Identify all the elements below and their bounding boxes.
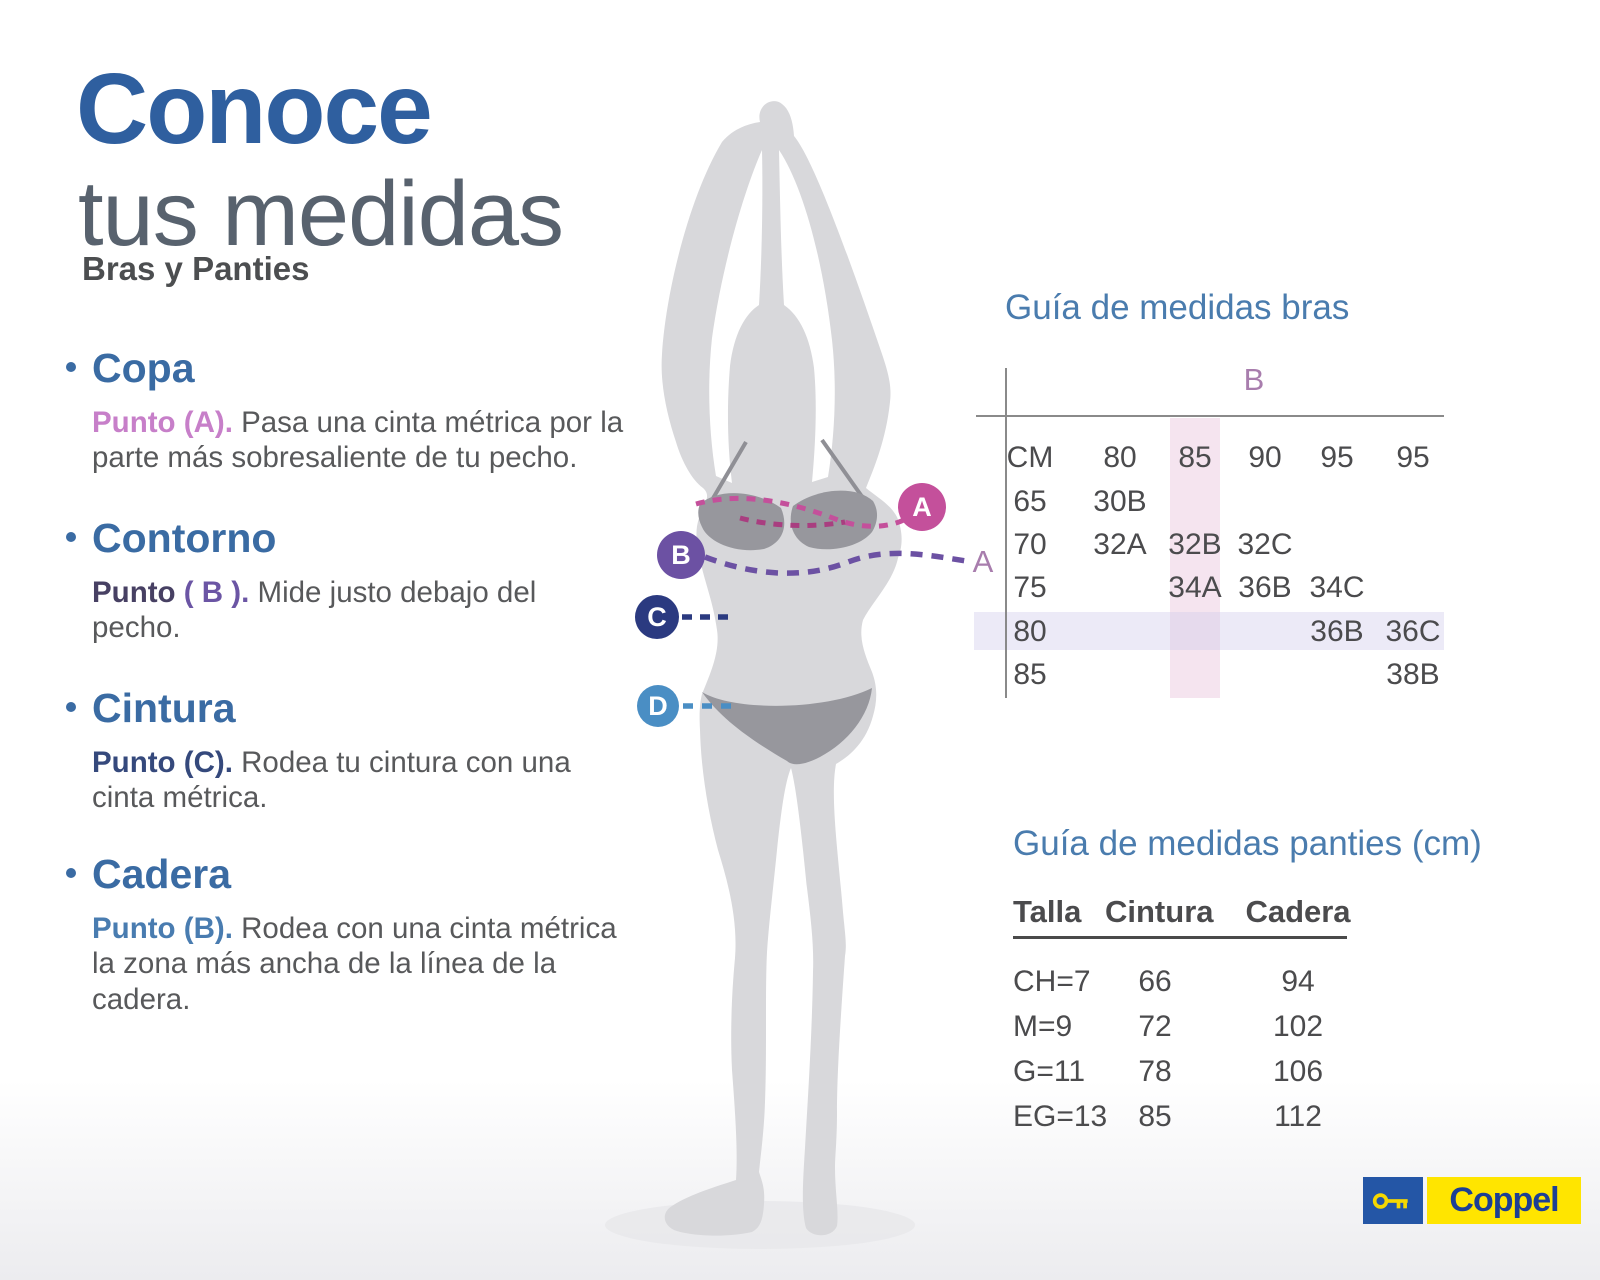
- section-cintura: Cintura Punto (C). Rodea tu cintura con …: [66, 688, 632, 816]
- measure-line-b: [704, 550, 974, 576]
- bra-strap-left: [710, 440, 748, 502]
- bust-axis-label: B: [1243, 362, 1265, 397]
- bras-table-cell: 38B: [1386, 658, 1440, 691]
- bullet-icon: [66, 362, 76, 372]
- panties-column-header: Talla: [1013, 894, 1082, 929]
- section-copa: Copa Punto (A). Pasa una cinta métrica p…: [66, 348, 632, 476]
- section-heading: Cintura: [66, 688, 632, 729]
- coppel-logo: Coppel: [1363, 1177, 1581, 1224]
- key-icon: [1372, 1192, 1408, 1209]
- panties-table-cell: 78: [1138, 1055, 1172, 1088]
- panties-table-cell: 72: [1138, 1010, 1172, 1043]
- silhouette-shape: [661, 101, 902, 1236]
- section-contorno: Contorno Punto ( B ). Mide justo debajo …: [66, 518, 632, 646]
- table-axis-horizontal: [976, 415, 1444, 417]
- bras-table-title: Guía de medidas bras: [1005, 288, 1350, 327]
- logo-text: Coppel: [1449, 1181, 1559, 1219]
- bras-table-cell: 90: [1248, 441, 1282, 474]
- table-axis-vertical: [1005, 368, 1007, 698]
- panties-table-cell: M=9: [1013, 1010, 1073, 1043]
- panties-table-cell: 66: [1138, 965, 1172, 998]
- bullet-icon: [66, 868, 76, 878]
- logo-key-panel: [1363, 1177, 1423, 1224]
- punto-c-label: Punto (C).: [92, 746, 233, 779]
- marker-c: C: [635, 595, 679, 639]
- bras-table-cell: 32A: [1093, 528, 1147, 561]
- panty-shape: [702, 688, 872, 765]
- page-subtitle: Bras y Panties: [82, 250, 310, 287]
- bras-table-cell: 34A: [1168, 571, 1222, 604]
- contour-axis-label: A: [972, 544, 994, 579]
- section-heading: Copa: [66, 348, 632, 389]
- bullet-icon: [66, 702, 76, 712]
- marker-a: A: [898, 483, 946, 531]
- bras-table-cell: 36B: [1310, 615, 1364, 648]
- marker-d: D: [637, 685, 679, 727]
- panties-column-header: Cintura: [1105, 894, 1214, 929]
- bras-table-cell: 32C: [1237, 528, 1293, 561]
- section-heading: Contorno: [66, 518, 632, 559]
- body-silhouette: [605, 101, 974, 1249]
- bras-table-cell: 36B: [1238, 571, 1292, 604]
- bras-table-cell: 34C: [1309, 571, 1365, 604]
- bras-table-cell: 75: [1013, 571, 1047, 604]
- page-title-line2: tus medidas: [78, 163, 564, 265]
- bras-table-cell: 80: [1013, 615, 1047, 648]
- section-text: Punto (B). Rodea con una cinta métrica l…: [92, 912, 617, 1016]
- panties-table-header: Talla Cintura Cadera: [1013, 890, 1393, 934]
- bras-table-cell: 65: [1013, 485, 1047, 518]
- panties-table-cell: CH=7: [1013, 965, 1091, 998]
- punto-b-label: ( B ).: [183, 576, 250, 609]
- bullet-icon: [66, 532, 76, 542]
- panties-table-title: Guía de medidas panties (cm): [1013, 824, 1482, 863]
- bras-table-cell: 36C: [1385, 615, 1441, 648]
- panties-table-rows: CH=7 66 94 M=9 72 102 G=11 78 106 EG=13 85 112: [1013, 959, 1393, 1139]
- panties-table-cell: 102: [1272, 1010, 1324, 1043]
- panties-table-cell: 94: [1281, 965, 1315, 998]
- marker-b: B: [657, 531, 705, 579]
- panties-table-cell: 112: [1274, 1100, 1322, 1133]
- punto-a-label: Punto (A).: [92, 406, 233, 439]
- bras-table-cell: 30B: [1093, 485, 1147, 518]
- punto-b2-label: Punto (B).: [92, 912, 233, 945]
- bras-table-cell: 80: [1103, 441, 1137, 474]
- punto-word: Punto: [92, 576, 184, 609]
- section-cadera: Cadera Punto (B). Rodea con una cinta mé…: [66, 854, 632, 1017]
- measure-line-a-over-bra: [739, 515, 846, 528]
- bras-table-cell: 95: [1320, 441, 1354, 474]
- bras-table-cell: 85: [1178, 441, 1212, 474]
- header-underline: [1013, 936, 1347, 939]
- panties-size-table: Talla Cintura Cadera CH=7 66 94 M=9 72 102 G=11 7…: [1013, 890, 1393, 1139]
- panties-table-cell: 85: [1138, 1100, 1172, 1133]
- section-text: Punto ( B ). Mide justo debajo del pecho…: [92, 576, 537, 645]
- panties-table-cell: EG=13: [1013, 1100, 1108, 1133]
- bras-table-cell: 85: [1013, 658, 1047, 691]
- section-heading: Cadera: [66, 854, 632, 895]
- bras-table-cell: 95: [1396, 441, 1430, 474]
- bras-table-cell: 32B: [1168, 528, 1222, 561]
- logo-name-panel: Coppel: [1427, 1177, 1581, 1224]
- panties-column-header: Cadera: [1245, 894, 1351, 929]
- measure-line-a: [695, 495, 920, 529]
- section-text: Punto (C). Rodea tu cintura con una cint…: [92, 746, 571, 815]
- page-title: Conoce: [76, 53, 433, 165]
- row-highlight: [974, 612, 1444, 650]
- bra-strap-right: [820, 438, 865, 500]
- bras-size-table: B A CM 80 85 90 95 95 65 30B 70 32A 32B 32C 75 34A 36B…: [973, 360, 1444, 705]
- bra-cup-left: [698, 493, 785, 551]
- panties-table-cell: G=11: [1013, 1055, 1085, 1088]
- section-text: Punto (A). Pasa una cinta métrica por la…: [92, 406, 624, 475]
- column-highlight: [1170, 418, 1220, 698]
- panties-table-cell: 106: [1272, 1055, 1324, 1088]
- bras-table-cell: CM: [1006, 441, 1054, 474]
- bras-table-cell: 70: [1013, 528, 1047, 561]
